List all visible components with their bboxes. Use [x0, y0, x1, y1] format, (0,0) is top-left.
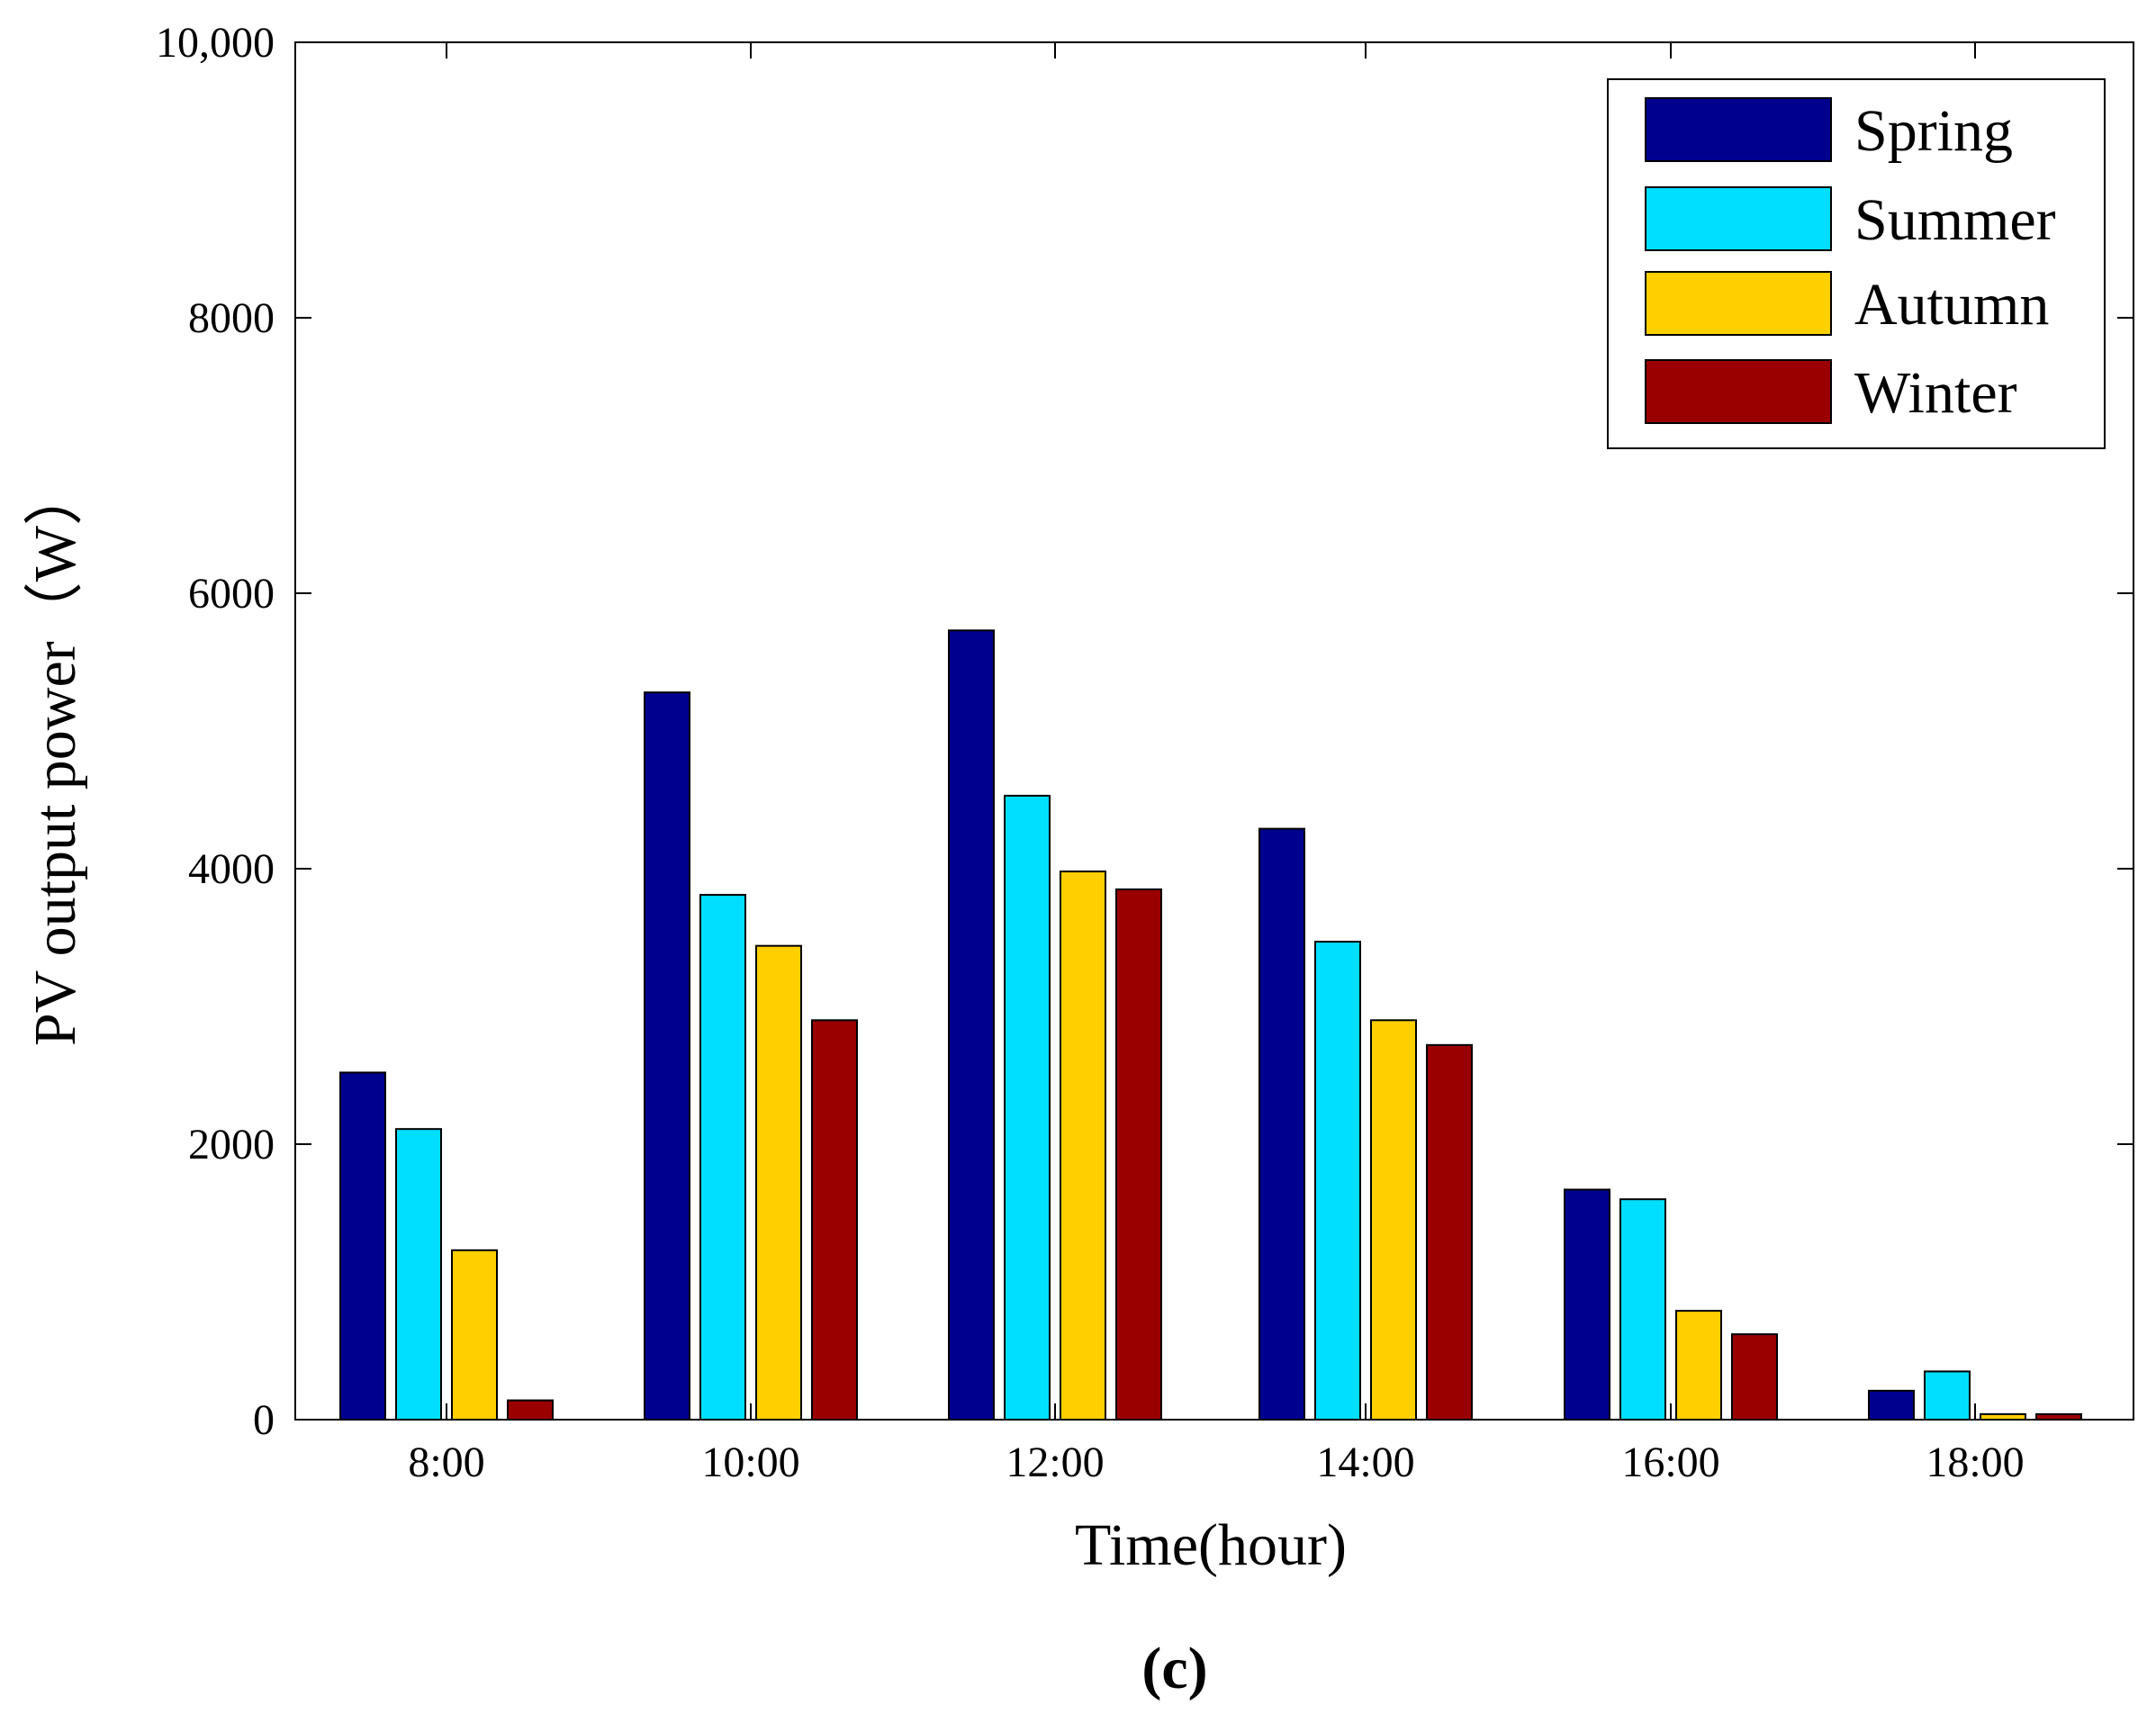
bar-winter-1000 — [811, 1019, 858, 1421]
bar-summer-1200 — [1004, 794, 1051, 1421]
y-tick-label: 10,000 — [156, 19, 275, 67]
bar-autumn-1200 — [1060, 871, 1106, 1421]
legend-label-winter: Winter — [1854, 360, 2017, 426]
x-tick-label: 14:00 — [1316, 1439, 1414, 1486]
bar-autumn-1400 — [1370, 1019, 1417, 1421]
bar-winter-800 — [507, 1399, 554, 1421]
bar-spring-1200 — [948, 629, 995, 1421]
bar-autumn-1600 — [1675, 1310, 1722, 1421]
bar-summer-1800 — [1924, 1370, 1971, 1421]
axes-layer — [294, 41, 2134, 1421]
bar-summer-1600 — [1619, 1198, 1666, 1421]
legend-label-summer: Summer — [1854, 187, 2056, 253]
bar-spring-800 — [339, 1071, 386, 1421]
bar-winter-1200 — [1115, 888, 1162, 1421]
bar-autumn-800 — [451, 1249, 498, 1421]
legend-swatch-autumn — [1645, 271, 1832, 336]
bar-spring-1600 — [1564, 1188, 1610, 1421]
y-tick-label: 6000 — [188, 570, 275, 618]
legend-swatch-summer — [1645, 186, 1832, 251]
panel-label: (c) — [1141, 1636, 1207, 1701]
y-tick-label: 4000 — [188, 845, 275, 893]
bar-winter-1600 — [1731, 1333, 1778, 1421]
y-tick-label: 2000 — [188, 1121, 275, 1168]
y-tick-label: 0 — [253, 1396, 275, 1444]
y-axis-title: PV output power（W） — [23, 466, 88, 1046]
legend: Spring Summer Autumn Winter — [1607, 78, 2106, 449]
x-tick-label: 10:00 — [701, 1439, 799, 1486]
y-tick-label: 8000 — [188, 294, 275, 342]
plot-frame — [294, 41, 2134, 1421]
bar-summer-800 — [395, 1128, 442, 1421]
bar-spring-1800 — [1868, 1389, 1915, 1421]
ticks-layer: 0 2000 4000 6000 8000 10,000 8:00 10:00 12:00 14:… — [156, 19, 2133, 1486]
bar-autumn-1000 — [755, 944, 802, 1421]
bar-spring-1400 — [1258, 827, 1305, 1421]
legend-label-spring: Spring — [1854, 98, 2013, 164]
x-tick-label: 12:00 — [1006, 1439, 1104, 1486]
legend-swatch-spring — [1645, 97, 1832, 162]
bar-spring-1000 — [644, 691, 690, 1421]
x-tick-label: 18:00 — [1926, 1439, 2024, 1486]
x-tick-label: 8:00 — [408, 1439, 484, 1486]
legend-label-autumn: Autumn — [1854, 272, 2049, 338]
x-axis-title: Time(hour) — [1075, 1512, 1347, 1578]
bar-summer-1400 — [1314, 941, 1361, 1421]
bar-winter-1400 — [1426, 1043, 1473, 1421]
x-tick-label: 16:00 — [1621, 1439, 1719, 1486]
bar-summer-1000 — [699, 894, 746, 1421]
legend-swatch-winter — [1645, 359, 1832, 424]
bars-layer — [339, 629, 2082, 1421]
